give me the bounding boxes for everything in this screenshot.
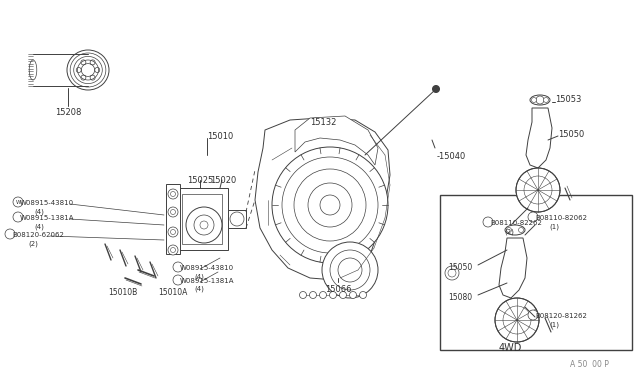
Text: 4WD: 4WD <box>499 343 522 353</box>
Circle shape <box>320 195 340 215</box>
Ellipse shape <box>505 225 525 235</box>
Text: B08110-82062: B08110-82062 <box>535 215 587 221</box>
Polygon shape <box>255 118 390 280</box>
Circle shape <box>543 97 548 103</box>
Text: 15010A: 15010A <box>158 288 188 297</box>
Circle shape <box>518 228 524 232</box>
Circle shape <box>528 310 538 320</box>
Text: (2): (2) <box>504 228 514 234</box>
Circle shape <box>339 292 346 298</box>
Text: (4): (4) <box>34 208 44 215</box>
Circle shape <box>173 275 183 285</box>
Circle shape <box>531 97 536 103</box>
Circle shape <box>173 262 183 272</box>
Circle shape <box>194 215 214 235</box>
Circle shape <box>294 169 366 241</box>
Text: (1): (1) <box>549 321 559 327</box>
Bar <box>176 188 228 250</box>
Circle shape <box>272 147 388 263</box>
Circle shape <box>13 212 23 222</box>
Polygon shape <box>295 116 378 165</box>
Ellipse shape <box>67 50 109 90</box>
Text: 15053: 15053 <box>555 95 581 104</box>
Circle shape <box>168 189 178 199</box>
Circle shape <box>170 209 175 215</box>
Text: 15025: 15025 <box>187 176 213 185</box>
Circle shape <box>360 292 367 298</box>
Text: 15066: 15066 <box>325 285 351 294</box>
Text: W: W <box>16 199 22 205</box>
Text: (4): (4) <box>34 223 44 230</box>
Bar <box>166 184 180 254</box>
Circle shape <box>230 212 244 226</box>
Circle shape <box>170 192 175 196</box>
Text: W08915-43810: W08915-43810 <box>20 200 74 206</box>
Circle shape <box>330 250 370 290</box>
Circle shape <box>516 168 560 212</box>
Text: (1): (1) <box>549 223 559 230</box>
Text: W08915-1381A: W08915-1381A <box>20 215 74 221</box>
Circle shape <box>483 217 493 227</box>
Text: B08120-62062: B08120-62062 <box>12 232 64 238</box>
Text: -15040: -15040 <box>437 152 467 161</box>
Text: 15132: 15132 <box>310 118 337 127</box>
Text: (4): (4) <box>194 286 204 292</box>
Text: A 50  00 P: A 50 00 P <box>570 360 609 369</box>
Circle shape <box>322 242 378 298</box>
Circle shape <box>170 230 175 234</box>
Circle shape <box>13 197 23 207</box>
Circle shape <box>330 292 337 298</box>
Circle shape <box>168 207 178 217</box>
Bar <box>440 195 632 350</box>
Circle shape <box>506 228 511 232</box>
Circle shape <box>448 269 456 277</box>
Ellipse shape <box>530 95 550 105</box>
Polygon shape <box>499 238 527 298</box>
Circle shape <box>168 227 178 237</box>
Circle shape <box>5 229 15 239</box>
Circle shape <box>168 245 178 255</box>
Circle shape <box>338 258 362 282</box>
Bar <box>228 210 246 228</box>
Text: B08110-82262: B08110-82262 <box>490 220 542 226</box>
Circle shape <box>200 221 208 229</box>
Circle shape <box>433 86 440 93</box>
Text: 15020: 15020 <box>210 176 236 185</box>
Polygon shape <box>526 108 552 168</box>
Text: (4): (4) <box>194 273 204 279</box>
Text: B08120-81262: B08120-81262 <box>535 313 587 319</box>
Text: W08915-43810: W08915-43810 <box>180 265 234 271</box>
Text: 15010B: 15010B <box>108 288 137 297</box>
Circle shape <box>349 292 356 298</box>
Ellipse shape <box>29 60 36 80</box>
Circle shape <box>445 266 459 280</box>
Circle shape <box>495 298 539 342</box>
Text: 15080: 15080 <box>448 293 472 302</box>
Circle shape <box>308 183 352 227</box>
Text: 15050: 15050 <box>448 263 472 272</box>
Text: 15010: 15010 <box>207 132 233 141</box>
Circle shape <box>170 247 175 253</box>
Bar <box>182 194 222 244</box>
Text: 15208: 15208 <box>55 108 81 117</box>
Circle shape <box>300 292 307 298</box>
Text: W08915-1381A: W08915-1381A <box>180 278 234 284</box>
Circle shape <box>310 292 317 298</box>
Circle shape <box>528 212 538 222</box>
Text: (2): (2) <box>28 240 38 247</box>
Text: 15050: 15050 <box>558 130 584 139</box>
Circle shape <box>186 207 222 243</box>
Circle shape <box>536 96 544 104</box>
Circle shape <box>319 292 326 298</box>
Circle shape <box>282 157 378 253</box>
